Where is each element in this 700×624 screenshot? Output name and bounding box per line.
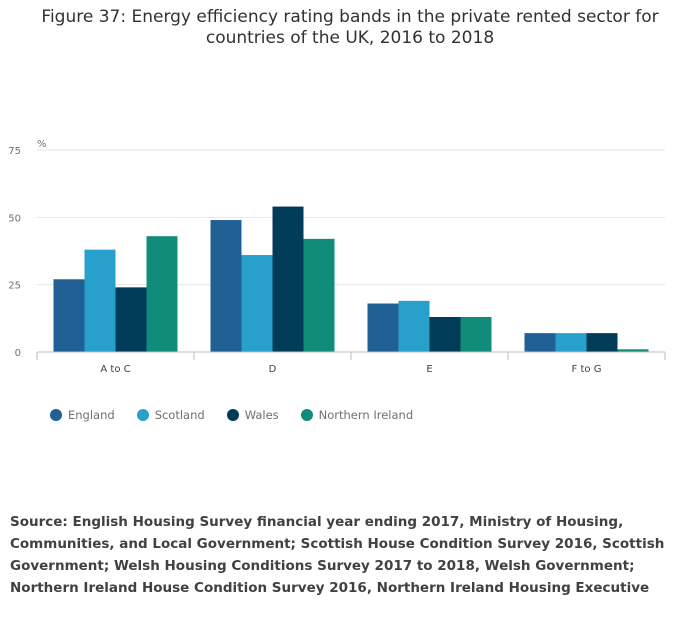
- x-category-label: F to G: [572, 364, 602, 375]
- bar-northern-ireland: [460, 316, 492, 352]
- legend-label: Wales: [244, 408, 279, 422]
- legend: England Scotland Wales Northern Ireland: [50, 408, 413, 422]
- bar-northern-ireland: [146, 236, 178, 352]
- y-tick-label: 50: [8, 213, 21, 224]
- bar-scotland: [84, 249, 116, 352]
- bar-wales: [429, 316, 461, 352]
- legend-label: Scotland: [154, 408, 205, 422]
- legend-item: Northern Ireland: [300, 408, 414, 422]
- legend-swatch: [50, 409, 62, 421]
- bar-scotland: [398, 300, 430, 352]
- legend-item: Wales: [226, 408, 279, 422]
- source-note: Source: English Housing Survey financial…: [10, 514, 665, 596]
- x-axis: A to C D E F to G: [36, 351, 666, 375]
- y-tick-label: 0: [15, 348, 21, 359]
- legend-item: England: [50, 408, 115, 422]
- legend-swatch: [300, 409, 313, 421]
- bar-northern-ireland: [303, 238, 335, 352]
- bar-chart: 0 25 50 75 % A to C D E F to G: [8, 139, 666, 375]
- y-axis-ticks: 0 25 50 75: [8, 146, 21, 359]
- bar-northern-ireland: [617, 349, 649, 352]
- bar-wales: [115, 287, 147, 352]
- legend-swatch: [136, 409, 149, 421]
- bar-england: [53, 279, 85, 352]
- legend-label: England: [68, 408, 115, 422]
- legend-item: Scotland: [136, 408, 205, 422]
- gridlines: [37, 149, 665, 286]
- bar-england: [210, 220, 242, 352]
- legend-label: Northern Ireland: [318, 408, 414, 422]
- y-axis-label: %: [37, 139, 47, 150]
- bar-wales: [272, 206, 304, 352]
- chart-title: Figure 37: Energy efficiency rating band…: [0, 7, 700, 49]
- bar-england: [367, 303, 399, 352]
- x-category-label: D: [269, 364, 277, 375]
- y-tick-label: 25: [8, 281, 21, 292]
- legend-swatch: [226, 409, 239, 421]
- chart-title-line-2: countries of the UK, 2016 to 2018: [205, 28, 495, 48]
- bar-scotland: [555, 333, 587, 352]
- chart-title-line-1: Figure 37: Energy efficiency rating band…: [41, 7, 659, 27]
- bar-wales: [586, 333, 618, 352]
- bar-england: [524, 333, 556, 352]
- bars: [53, 206, 649, 352]
- bar-scotland: [241, 255, 273, 352]
- x-category-label: E: [426, 364, 432, 375]
- x-category-label: A to C: [100, 364, 130, 375]
- y-tick-label: 75: [8, 146, 21, 157]
